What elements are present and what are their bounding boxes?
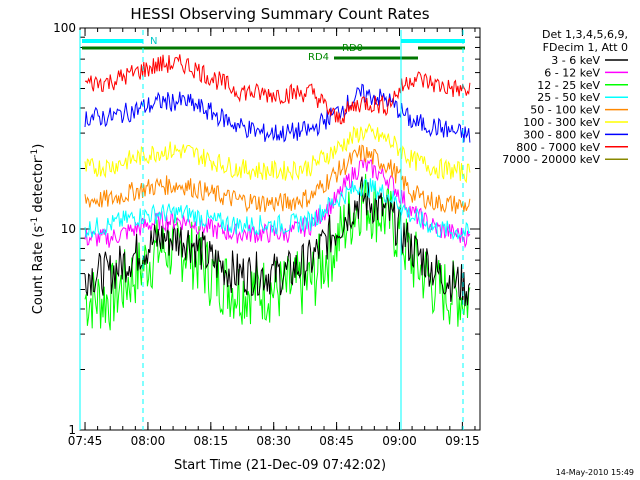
legend-label: 7000 - 20000 keV xyxy=(502,153,600,166)
legend-label: 300 - 800 keV xyxy=(523,128,600,141)
y-axis-ticks: 1 10 100 xyxy=(53,21,480,437)
legend-label: 100 - 300 keV xyxy=(523,116,600,129)
chart-title: HESSI Observing Summary Count Rates xyxy=(130,5,429,23)
state-markers: N RD4 RD0 xyxy=(79,30,465,430)
legend: Det 1,3,4,5,6,9, FDecim 1, Att 0 3 - 6 k… xyxy=(502,28,628,166)
svg-text:Count Rate (s-1 detector-1): Count Rate (s-1 detector-1) xyxy=(30,144,46,315)
n-state-label: N xyxy=(150,36,157,47)
legend-label: 25 - 50 keV xyxy=(537,91,600,104)
x-tick-label: 08:15 xyxy=(194,434,229,448)
series-line-3 xyxy=(84,178,471,241)
footer-timestamp: 14-May-2010 15:49 xyxy=(556,468,634,477)
y-axis-label-main: Count Rate (s xyxy=(31,226,46,315)
y-axis-label-end: ) xyxy=(31,144,46,149)
x-tick-label: 09:15 xyxy=(445,434,480,448)
series-line-5 xyxy=(84,122,471,184)
x-tick-label: 09:00 xyxy=(382,434,417,448)
y-tick-label: 100 xyxy=(53,21,76,35)
x-tick-label: 08:00 xyxy=(131,434,166,448)
legend-label: 800 - 7000 keV xyxy=(516,141,600,154)
x-tick-label: 08:45 xyxy=(319,434,354,448)
series-line-0 xyxy=(84,176,471,307)
series-layer xyxy=(84,54,471,331)
rd4-label: RD4 xyxy=(308,52,329,63)
y-axis-label-sup2: -1 xyxy=(30,149,40,158)
x-axis-ticks: 07:45 08:00 08:15 08:30 08:45 09:00 09:15 xyxy=(68,28,480,448)
series-line-4 xyxy=(84,144,471,214)
y-axis-label-rest: detector xyxy=(31,157,46,217)
legend-label: 50 - 100 keV xyxy=(530,104,600,117)
series-line-6 xyxy=(84,83,471,143)
legend-label: 12 - 25 keV xyxy=(537,79,600,92)
y-tick-label: 1 xyxy=(68,423,76,437)
series-line-1 xyxy=(84,157,471,249)
y-tick-label: 10 xyxy=(61,222,76,236)
series-line-7 xyxy=(84,54,471,125)
x-tick-label: 07:45 xyxy=(68,434,103,448)
y-axis-label: Count Rate (s-1 detector-1) xyxy=(30,144,46,315)
legend-label: 6 - 12 keV xyxy=(544,66,600,79)
x-tick-label: 08:30 xyxy=(256,434,291,448)
x-axis-label: Start Time (21-Dec-09 07:42:02) xyxy=(174,458,386,473)
rd0-label: RD0 xyxy=(342,43,363,54)
legend-label: 3 - 6 keV xyxy=(551,54,600,67)
y-axis-label-sup1: -1 xyxy=(30,217,40,226)
legend-header-1: Det 1,3,4,5,6,9, xyxy=(542,28,628,41)
legend-header-2: FDecim 1, Att 0 xyxy=(543,41,628,54)
